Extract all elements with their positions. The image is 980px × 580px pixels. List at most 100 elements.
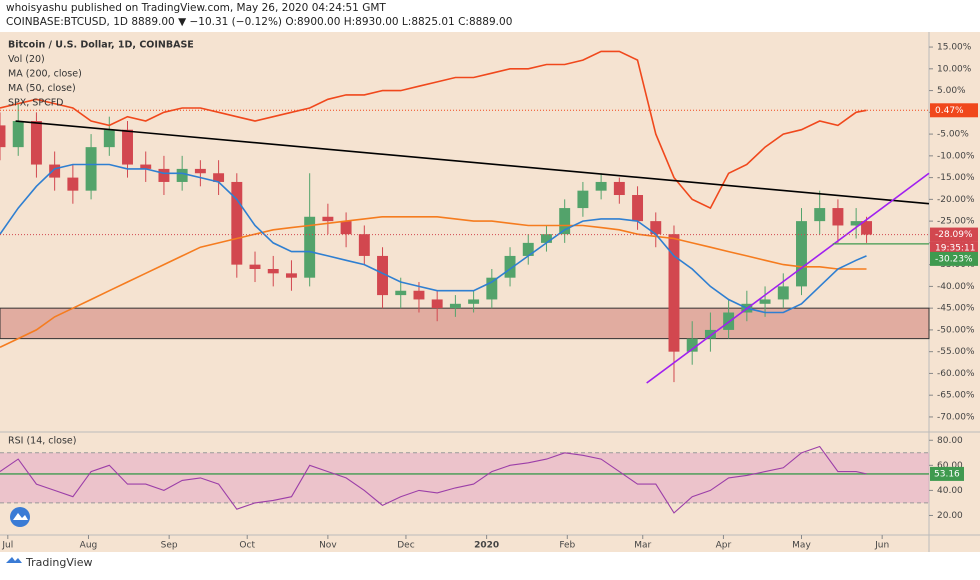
candle-body xyxy=(304,216,316,278)
candle-body xyxy=(468,299,480,304)
candle-body xyxy=(340,221,352,235)
candle-body xyxy=(861,221,873,235)
y-tick-label: 10.00% xyxy=(937,64,972,74)
rsi-y-tick-label: 60.00 xyxy=(937,461,963,471)
candle-body xyxy=(140,164,152,169)
x-tick-label: May xyxy=(792,541,811,551)
level-tag xyxy=(930,251,978,266)
rsi-line xyxy=(0,445,867,514)
publish-info: whoisyashu published on TradingView.com,… xyxy=(6,2,386,14)
x-tick-label: Nov xyxy=(319,541,337,551)
ma-line xyxy=(0,163,867,314)
y-tick-label: -60.00% xyxy=(937,369,975,379)
candle-body xyxy=(395,290,407,296)
countdown-box xyxy=(930,241,978,255)
candle-body xyxy=(267,268,279,274)
x-tick-label: Jun xyxy=(874,541,889,551)
y-tick-label: -50.00% xyxy=(937,325,975,335)
y-tick-label: -40.00% xyxy=(937,282,975,292)
rsi-y-tick-label: 80.00 xyxy=(937,436,963,446)
candle-body xyxy=(796,221,807,287)
candle-body xyxy=(213,173,225,182)
candle-body xyxy=(85,147,97,191)
x-tick-label: Aug xyxy=(80,541,98,551)
x-tick-label: Mar xyxy=(634,541,651,551)
y-tick-label: -5.00% xyxy=(937,130,969,140)
y-tick-label: 15.00% xyxy=(937,43,972,53)
candle-body xyxy=(358,234,370,256)
candle-body xyxy=(231,181,243,265)
legend-entry: MA (50, close) xyxy=(8,83,76,94)
rsi-band xyxy=(0,452,929,503)
ma-line xyxy=(0,50,867,210)
y-tick-label: 5.00% xyxy=(937,86,966,96)
candle-body xyxy=(759,299,771,304)
y-tick-label: -65.00% xyxy=(937,391,975,401)
candle-body xyxy=(30,121,42,165)
rsi-tag-label: 53.16 xyxy=(934,469,960,479)
y-tick-label: -20.00% xyxy=(937,195,975,205)
x-tick-label: Feb xyxy=(559,541,575,551)
candle-body xyxy=(322,216,334,222)
candle-body xyxy=(486,277,498,300)
y-tick-label: -70.00% xyxy=(937,412,975,422)
logo-icon xyxy=(13,513,28,520)
candle-body xyxy=(103,129,115,148)
candle-body xyxy=(176,168,188,182)
legend-entry: MA (200, close) xyxy=(8,69,82,80)
candle-body xyxy=(650,221,662,235)
candle-body xyxy=(158,168,170,182)
legend-entry: Bitcoin / U.S. Dollar, 1D, COINBASE xyxy=(8,40,194,51)
candle-body xyxy=(413,290,425,300)
candle-body xyxy=(431,299,443,309)
y-tick-label: -55.00% xyxy=(937,347,975,357)
countdown: 19:35:11 xyxy=(935,244,975,254)
level-tag-label: -30.23% xyxy=(935,254,973,264)
ma-line xyxy=(0,216,867,349)
y-tick-label: -45.00% xyxy=(937,304,975,314)
y-tick-label: -15.00% xyxy=(937,173,975,183)
candle-body xyxy=(777,286,789,300)
symbol-info: COINBASE:BTCUSD, 1D 8889.00 ▼ −10.31 (−0… xyxy=(6,16,512,28)
candle-body xyxy=(249,264,261,269)
x-tick-label: Jul xyxy=(1,541,13,551)
legend-entry: Vol (20) xyxy=(8,54,45,65)
candle-body xyxy=(541,234,552,243)
price-tag xyxy=(930,227,978,242)
candle-body xyxy=(504,255,516,278)
candle-body xyxy=(194,168,206,174)
candle-body xyxy=(522,242,534,256)
candle-body xyxy=(832,208,844,226)
x-tick-label: Sep xyxy=(161,541,178,551)
footer-brand: TradingView xyxy=(25,556,92,569)
candle-body xyxy=(449,303,461,309)
rsi-y-tick-label: 20.00 xyxy=(937,511,963,521)
candle-body xyxy=(686,338,698,352)
candle-body xyxy=(377,255,388,296)
candle-body xyxy=(285,273,297,278)
candle-body xyxy=(704,329,716,339)
price-tag-label: 0.47% xyxy=(935,106,964,116)
candle-body xyxy=(12,121,24,148)
rsi-y-tick-label: 40.00 xyxy=(937,486,963,496)
candle-body xyxy=(122,129,133,165)
candle-body xyxy=(632,195,644,222)
support-zone xyxy=(0,307,930,340)
trendline xyxy=(15,120,930,205)
x-tick-label: Dec xyxy=(397,541,414,551)
x-tick-label: Apr xyxy=(716,541,732,551)
y-tick-label: -10.00% xyxy=(937,151,975,161)
candle-body xyxy=(577,190,589,209)
candle-body xyxy=(814,208,826,222)
y-tick-label: -25.00% xyxy=(937,217,975,227)
candle-body xyxy=(559,208,571,235)
legend-entry: SPX, SPCFD xyxy=(8,98,63,109)
trendline xyxy=(646,172,930,384)
candle-body xyxy=(0,125,6,148)
main-pane: 15.00%10.00%5.00%0.00%-5.00%-10.00%-15.0… xyxy=(0,40,978,551)
candle-body xyxy=(850,221,862,226)
candle-body xyxy=(595,181,607,191)
rsi-tag xyxy=(930,466,964,481)
rsi-title: RSI (14, close) xyxy=(8,436,76,447)
x-tick-label: Oct xyxy=(239,541,255,551)
